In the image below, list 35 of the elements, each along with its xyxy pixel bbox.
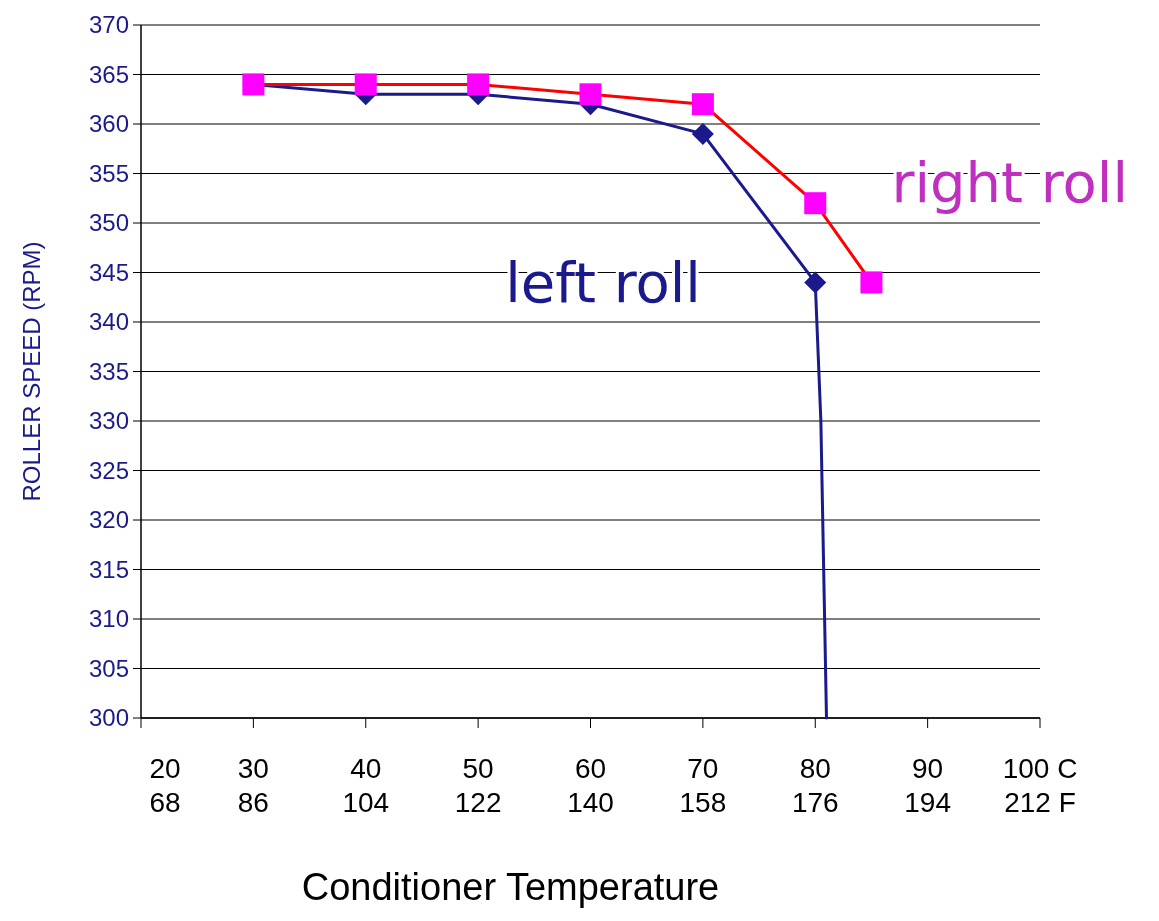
x-tick-label: 60 — [574, 753, 607, 784]
y-tick-label: 335 — [88, 357, 129, 385]
x2-tick-label: 86 — [237, 787, 269, 818]
y-tick-label: 300 — [88, 704, 129, 732]
x-tick-label: 100 C — [1002, 753, 1078, 784]
y-tick-label: 355 — [88, 159, 129, 187]
y-axis-title: ROLLER SPEED (RPM) — [18, 241, 45, 502]
y-tick-label: 340 — [88, 308, 129, 336]
y-tick-label: 305 — [88, 654, 129, 682]
y-tick-label: 360 — [88, 110, 129, 138]
y-tick-label: 350 — [88, 209, 129, 237]
x2-tick-label: 176 — [791, 787, 839, 818]
x2-tick-label: 104 — [342, 787, 390, 818]
x-tick-label: 30 — [237, 753, 269, 784]
x-tick-label: 50 — [462, 753, 494, 784]
x2-tick-label: 212 F — [1004, 787, 1076, 818]
x-tick-label: 70 — [687, 753, 719, 784]
y-tick-label: 320 — [88, 506, 129, 534]
x2-tick-label: 194 — [904, 787, 951, 818]
y-tick-label: 330 — [88, 407, 129, 435]
x-tick-label: 20 — [149, 753, 181, 784]
x-tick-label: 90 — [912, 753, 944, 784]
x2-tick-label: 158 — [679, 787, 727, 818]
x2-tick-label: 122 — [454, 787, 502, 818]
x-axis-title: Conditioner Temperature — [301, 866, 720, 908]
y-tick-label: 345 — [88, 258, 129, 286]
y-tick-label: 370 — [88, 11, 129, 39]
x-tick-label: 40 — [350, 753, 382, 784]
y-tick-label: 315 — [88, 555, 129, 583]
y-tick-label: 365 — [88, 60, 129, 88]
y-tick-label: 325 — [88, 456, 129, 484]
x2-tick-label: 68 — [149, 787, 181, 818]
y-tick-label: 310 — [88, 605, 129, 633]
x-tick-label: 80 — [799, 753, 831, 784]
x2-tick-label: 140 — [567, 787, 614, 818]
